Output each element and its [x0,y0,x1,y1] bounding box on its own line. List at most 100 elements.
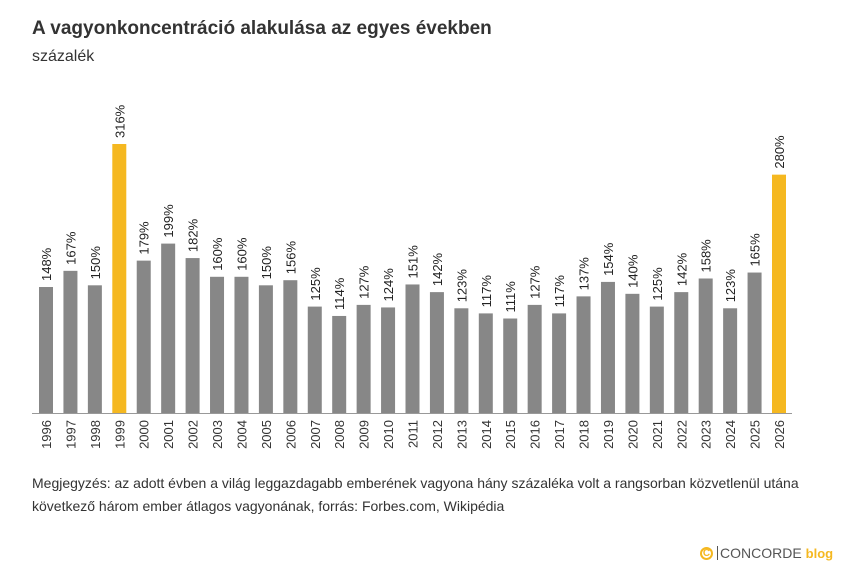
x-tick-label-2022: 2022 [674,420,689,449]
x-tick-label-1996: 1996 [39,420,54,449]
chart-note: Megjegyzés: az adott évben a világ legga… [32,475,799,514]
logo-brand: CONCORDE [720,545,802,561]
data-label-2003: 160% [210,237,225,271]
data-label-2022: 142% [674,252,689,286]
x-tick-label-2012: 2012 [430,420,445,449]
data-label-2009: 127% [357,265,372,299]
bar-2023 [698,278,713,413]
data-label-2010: 124% [381,268,396,302]
bar-1996 [39,287,53,413]
bar-2017 [552,313,567,413]
logo-suffix: blog [805,545,834,561]
bar-2024 [723,308,738,413]
bar-2003 [210,276,225,413]
bar-2014 [478,313,493,413]
x-tick-label-1997: 1997 [63,420,78,449]
x-tick-label-2002: 2002 [186,420,201,449]
x-tick-label-2024: 2024 [723,420,738,449]
data-label-2000: 179% [137,221,152,255]
chart-title: A vagyonkoncentráció alakulása az egyes … [32,18,492,39]
bar-chart: 148% 1996 167% 1997 150% 1998 316% 1999 179% 2000… [32,104,792,449]
bar-2013 [454,308,469,413]
bar-2008 [332,315,347,413]
bar-2004 [234,276,249,413]
bar-1997 [63,270,78,413]
data-label-2026: 280% [772,135,787,169]
bar-2022 [674,292,689,413]
x-tick-label-2001: 2001 [161,420,176,449]
logo-divider [717,546,718,560]
data-label-2007: 125% [308,267,323,301]
data-label-2021: 125% [650,267,665,301]
bar-2012 [429,292,444,413]
chart-subtitle: százalék [32,48,95,65]
data-label-2024: 123% [723,269,738,303]
x-tick-label-2020: 2020 [625,420,640,449]
data-label-2018: 137% [577,257,592,291]
x-tick-label-2005: 2005 [259,420,274,449]
bar-2011 [405,284,420,413]
bar-2010 [381,307,396,413]
data-label-2025: 165% [748,233,763,267]
x-tick-label-2021: 2021 [650,420,665,449]
bar-2006 [283,280,298,413]
concorde-logo: C CONCORDE blog [700,545,833,561]
x-tick-label-2018: 2018 [577,420,592,449]
data-label-1997: 167% [63,231,78,265]
x-tick-label-2010: 2010 [381,420,396,449]
data-label-2014: 117% [479,275,494,308]
x-tick-label-2025: 2025 [748,420,763,449]
x-tick-label-2009: 2009 [357,420,372,449]
bar-1999 [112,144,127,413]
data-label-2020: 140% [625,254,640,288]
x-tick-label-1999: 1999 [112,420,127,449]
x-tick-label-2011: 2011 [406,420,421,448]
bar-2026 [772,174,786,413]
data-label-2006: 156% [283,241,298,275]
bar-2005 [258,285,273,413]
data-label-1998: 150% [88,246,103,280]
data-label-2019: 154% [601,242,616,276]
x-tick-label-2013: 2013 [454,420,469,449]
x-tick-label-2014: 2014 [479,420,494,449]
x-tick-label-1998: 1998 [88,420,103,449]
bar-2007 [307,306,322,413]
data-label-2023: 158% [699,239,714,273]
data-label-2005: 150% [259,246,274,280]
x-tick-label-2003: 2003 [210,420,225,449]
data-label-2017: 117% [552,275,567,308]
x-tick-label-2017: 2017 [552,420,567,449]
bar-2021 [649,306,664,413]
x-tick-label-2006: 2006 [283,420,298,449]
data-label-2012: 142% [430,252,445,286]
x-tick-label-2019: 2019 [601,420,616,449]
bar-2019 [600,281,615,413]
x-tick-label-2008: 2008 [332,420,347,449]
data-label-2008: 114% [332,277,347,310]
data-label-2004: 160% [234,237,249,271]
data-label-2015: 111% [503,281,518,313]
x-tick-label-2007: 2007 [308,420,323,449]
x-tick-label-2004: 2004 [234,420,249,449]
bar-1998 [87,285,102,413]
data-label-2002: 182% [186,218,201,252]
data-label-1996: 148% [39,247,54,281]
x-tick-label-2015: 2015 [503,420,518,449]
bar-2000 [136,260,151,413]
data-label-2016: 127% [528,265,543,299]
data-label-2001: 199% [161,204,176,238]
data-label-1999: 316% [112,104,127,138]
x-tick-label-2016: 2016 [528,420,543,449]
x-tick-label-2023: 2023 [699,420,714,449]
x-tick-label-2000: 2000 [137,420,152,449]
bar-2025 [747,272,762,413]
bar-2016 [527,304,542,413]
bar-2002 [185,258,200,413]
bar-2015 [503,318,518,413]
bar-2018 [576,296,591,413]
bar-2009 [356,304,371,413]
bar-2001 [161,243,176,413]
x-tick-label-2026: 2026 [772,420,787,449]
copyright-c-icon: C [700,546,713,560]
